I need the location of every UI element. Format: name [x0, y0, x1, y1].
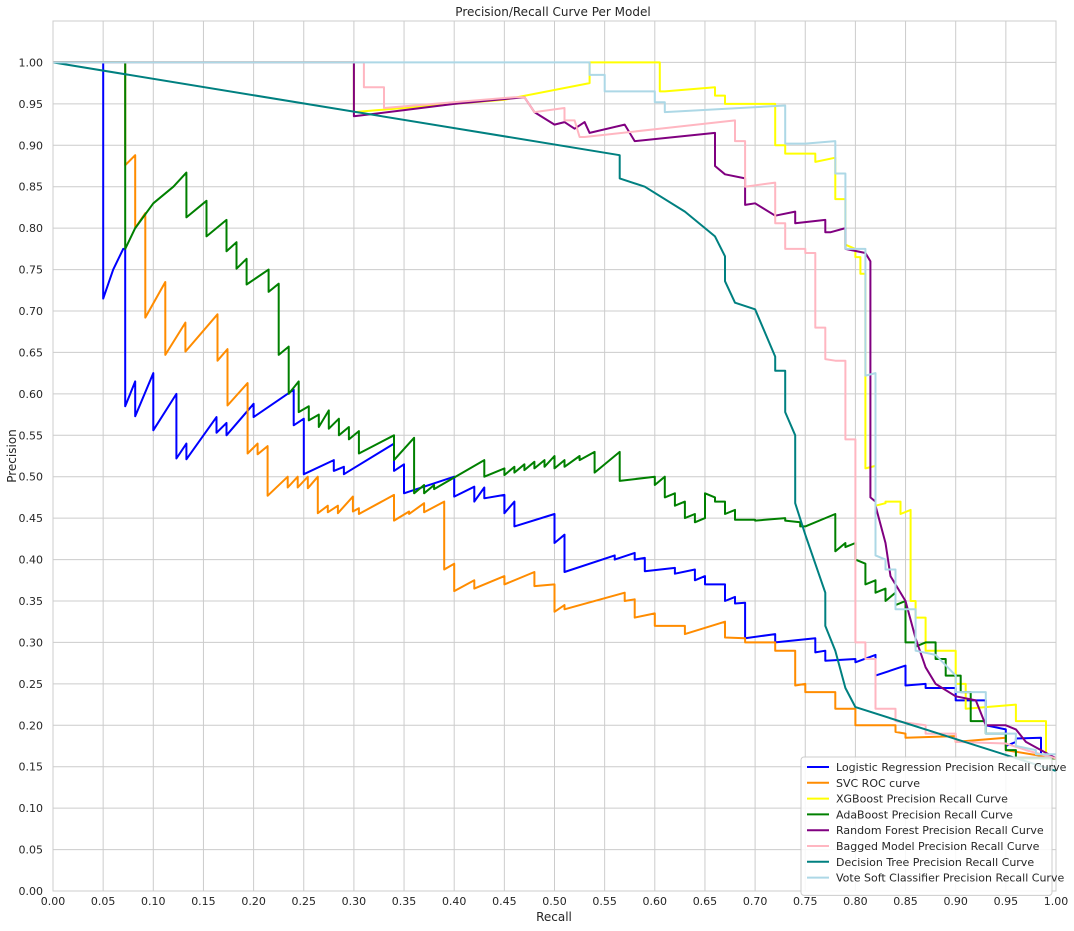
y-axis-ticks: 0.00 0.05 0.10 0.15 0.20 0.25 0.30 0.35 0.40 0.45…	[19, 56, 44, 898]
x-tick-label: 0.15	[191, 895, 216, 908]
series-lines	[52, 61, 1057, 772]
y-tick-label: 1.00	[19, 56, 44, 69]
y-tick-label: 0.80	[19, 222, 44, 235]
x-tick-label: 0.30	[342, 895, 367, 908]
series-line-6	[52, 61, 1057, 772]
x-tick-label: 0.90	[943, 895, 968, 908]
x-tick-label: 0.55	[592, 895, 617, 908]
x-tick-label: 0.80	[843, 895, 868, 908]
y-tick-label: 0.10	[19, 802, 44, 815]
x-tick-label: 0.50	[542, 895, 567, 908]
y-tick-label: 0.90	[19, 139, 44, 152]
x-tick-label: 0.45	[492, 895, 517, 908]
y-tick-label: 0.50	[19, 471, 44, 484]
x-tick-label: 0.25	[292, 895, 317, 908]
legend-label: Decision Tree Precision Recall Curve	[836, 856, 1034, 869]
series-line-1	[53, 61, 1057, 760]
y-tick-label: 0.05	[19, 844, 44, 857]
y-axis-title: Precision	[5, 429, 19, 483]
x-tick-label: 0.35	[392, 895, 417, 908]
x-tick-label: 0.10	[141, 895, 166, 908]
y-tick-label: 0.35	[19, 595, 44, 608]
grid	[52, 21, 1057, 892]
chart-title: Precision/Recall Curve Per Model	[455, 5, 650, 19]
legend: Logistic Regression Precision Recall Cur…	[800, 756, 1067, 896]
y-tick-label: 0.65	[19, 346, 44, 359]
y-tick-label: 0.30	[19, 636, 44, 649]
legend-label: Bagged Model Precision Recall Curve	[836, 840, 1040, 853]
y-tick-label: 0.85	[19, 181, 44, 194]
x-tick-label: 0.70	[743, 895, 768, 908]
x-tick-label: 0.00	[41, 895, 66, 908]
x-tick-label: 0.05	[91, 895, 116, 908]
y-tick-label: 0.70	[19, 305, 44, 318]
y-tick-label: 0.20	[19, 719, 44, 732]
y-tick-label: 0.95	[19, 98, 44, 111]
series-line-7	[53, 61, 1056, 756]
legend-box	[800, 756, 1053, 896]
x-tick-label: 0.60	[643, 895, 668, 908]
x-tick-label: 0.95	[994, 895, 1019, 908]
legend-label: SVC ROC curve	[836, 777, 920, 790]
legend-label: Random Forest Precision Recall Curve	[836, 824, 1044, 837]
x-tick-label: 0.65	[693, 895, 718, 908]
series-line-2	[53, 61, 1056, 760]
y-tick-label: 0.75	[19, 264, 44, 277]
series-line-0	[53, 61, 1056, 760]
x-tick-label: 0.40	[442, 895, 467, 908]
plot-frame	[52, 20, 1057, 892]
series-line-5	[53, 61, 1057, 760]
legend-label: Logistic Regression Precision Recall Cur…	[836, 761, 1067, 774]
y-tick-label: 0.45	[19, 512, 44, 525]
y-tick-label: 0.55	[19, 429, 44, 442]
y-tick-label: 0.00	[19, 885, 44, 898]
x-tick-label: 0.85	[893, 895, 918, 908]
series-line-4	[53, 61, 1057, 760]
x-axis-ticks: 0.00 0.05 0.10 0.15 0.20 0.25 0.30 0.35 0.40 0.45…	[41, 895, 1069, 908]
x-tick-label: 1.00	[1044, 895, 1069, 908]
legend-label: Vote Soft Classifier Precision Recall Cu…	[836, 872, 1064, 885]
x-axis-title: Recall	[536, 910, 572, 924]
y-tick-label: 0.60	[19, 388, 44, 401]
legend-label: AdaBoost Precision Recall Curve	[836, 808, 1013, 821]
x-tick-label: 0.75	[793, 895, 818, 908]
x-tick-label: 0.20	[241, 895, 266, 908]
y-tick-label: 0.40	[19, 554, 44, 567]
legend-label: XGBoost Precision Recall Curve	[836, 793, 1008, 806]
y-tick-label: 0.25	[19, 678, 44, 691]
y-tick-label: 0.15	[19, 761, 44, 774]
